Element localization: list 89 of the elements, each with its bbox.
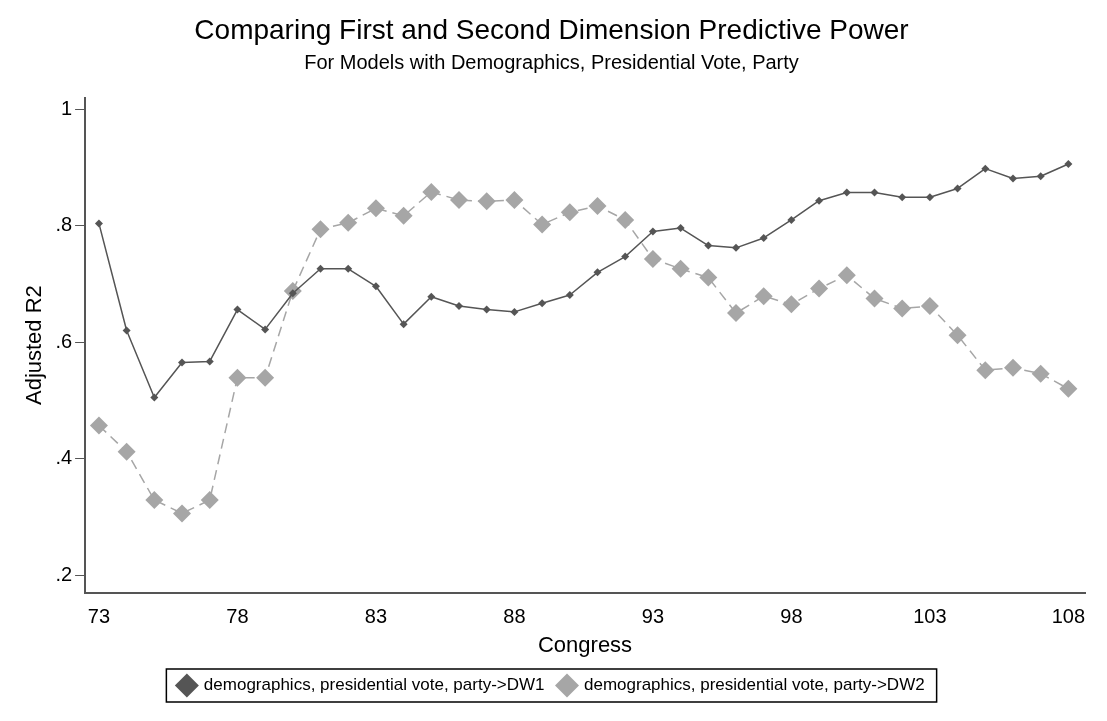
y-tick-label: .4 bbox=[55, 446, 73, 469]
x-tick-label: 73 bbox=[87, 605, 111, 628]
point bbox=[754, 287, 773, 306]
y-tick-label: .6 bbox=[55, 329, 73, 352]
point bbox=[510, 307, 519, 316]
point bbox=[316, 264, 325, 273]
point bbox=[621, 252, 630, 261]
point bbox=[676, 224, 685, 233]
y-tick-label: 1 bbox=[60, 96, 73, 119]
chart-title: Comparing First and Second Dimension Predictive Power bbox=[194, 13, 909, 45]
point bbox=[787, 215, 796, 224]
x-tick-label: 98 bbox=[780, 605, 803, 628]
legend-label: demographics, presidential vote, party->DW1 bbox=[203, 675, 545, 695]
point bbox=[477, 192, 496, 211]
point bbox=[1003, 358, 1022, 377]
y-tick-label: .2 bbox=[55, 562, 73, 585]
point bbox=[727, 304, 745, 323]
point bbox=[648, 227, 657, 236]
point bbox=[233, 305, 242, 314]
point bbox=[560, 203, 579, 222]
point bbox=[810, 279, 829, 298]
point bbox=[145, 491, 164, 510]
point bbox=[865, 289, 884, 308]
point bbox=[538, 299, 547, 308]
y-tick-label: .8 bbox=[55, 213, 73, 236]
point bbox=[893, 299, 912, 318]
x-tick-label: 83 bbox=[364, 605, 388, 628]
point bbox=[533, 215, 552, 234]
x-tick-label: 78 bbox=[226, 605, 249, 628]
point bbox=[920, 297, 939, 316]
point bbox=[505, 191, 524, 210]
y-axis-title: Adjusted R2 bbox=[21, 285, 47, 406]
point bbox=[842, 188, 851, 197]
point bbox=[261, 325, 270, 334]
point bbox=[256, 368, 275, 387]
point bbox=[981, 164, 990, 173]
point bbox=[311, 220, 330, 239]
point bbox=[200, 491, 219, 510]
point bbox=[1031, 364, 1050, 383]
point bbox=[455, 302, 464, 311]
point bbox=[953, 184, 962, 193]
point bbox=[371, 282, 380, 291]
point bbox=[228, 368, 247, 387]
point bbox=[173, 504, 192, 523]
point bbox=[450, 191, 469, 210]
point bbox=[616, 210, 635, 229]
point bbox=[948, 326, 967, 345]
point bbox=[699, 268, 718, 287]
chart-subtitle: For Models with Demographics, Presidential Vote, Party bbox=[304, 51, 799, 74]
x-axis-title: Congress bbox=[537, 631, 633, 657]
x-tick-label: 88 bbox=[503, 605, 526, 628]
point bbox=[1036, 172, 1045, 181]
x-tick-label: 108 bbox=[1051, 605, 1086, 628]
point bbox=[565, 291, 574, 300]
point bbox=[150, 393, 159, 402]
x-tick-label: 93 bbox=[641, 605, 665, 628]
point bbox=[178, 358, 187, 367]
point bbox=[593, 268, 602, 277]
point bbox=[837, 266, 856, 285]
point bbox=[925, 193, 934, 202]
point bbox=[782, 295, 801, 314]
point bbox=[704, 241, 713, 250]
point bbox=[588, 196, 607, 215]
point bbox=[898, 193, 907, 202]
legend-label: demographics, presidential vote, party->DW2 bbox=[584, 675, 925, 695]
point bbox=[339, 213, 358, 232]
point bbox=[205, 357, 214, 366]
point bbox=[427, 292, 436, 301]
point bbox=[399, 320, 408, 329]
point bbox=[643, 249, 662, 268]
x-tick-label: 103 bbox=[913, 605, 947, 628]
point bbox=[117, 442, 136, 461]
point bbox=[94, 219, 103, 228]
point bbox=[732, 243, 740, 252]
point bbox=[366, 199, 385, 218]
point bbox=[671, 259, 690, 278]
point bbox=[344, 264, 353, 273]
point bbox=[759, 233, 768, 242]
point bbox=[1059, 379, 1078, 398]
point bbox=[976, 361, 995, 380]
point bbox=[89, 416, 108, 435]
point bbox=[1008, 174, 1017, 183]
point bbox=[394, 206, 413, 225]
point bbox=[870, 188, 879, 197]
point bbox=[815, 196, 824, 205]
point bbox=[1064, 159, 1073, 168]
point bbox=[122, 326, 131, 335]
point bbox=[482, 305, 491, 314]
point bbox=[422, 182, 441, 201]
